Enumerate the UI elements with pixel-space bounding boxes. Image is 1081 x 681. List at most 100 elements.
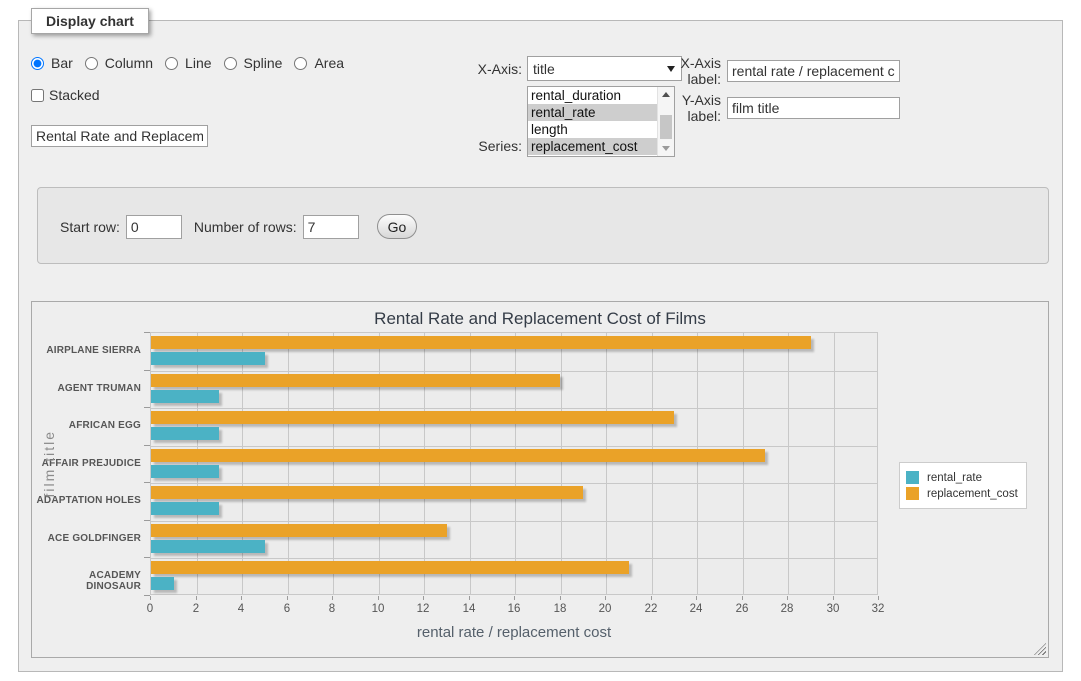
x-tick-label: 20 [598, 603, 612, 615]
x-tick-mark [378, 596, 379, 600]
x-tick-mark [150, 596, 151, 600]
y-axis-label-row: Y-Axis label: [647, 92, 900, 124]
legend-row: rental_rate [906, 471, 1018, 484]
chart-type-radio-area[interactable] [294, 56, 308, 70]
gridline [333, 333, 334, 594]
category-label: AIRPLANE SIERRA [46, 345, 141, 356]
legend-label: rental_rate [927, 471, 982, 484]
bar-replacement_cost [151, 449, 765, 462]
legend-swatch-icon [906, 487, 919, 500]
bar-rental_rate [151, 390, 219, 403]
gridline [151, 371, 877, 372]
bar-rental_rate [151, 540, 265, 553]
y-tick-mark [144, 407, 150, 408]
y-axis-title-text: film title [41, 429, 57, 498]
start-row-input[interactable] [125, 214, 182, 239]
category-label: AFRICAN EGG [68, 420, 141, 431]
chart-container: Rental Rate and Replacement Cost of Film… [31, 301, 1049, 658]
start-row-label: Start row: [60, 218, 120, 235]
x-tick-mark [605, 596, 606, 600]
bar-rental_rate [151, 427, 219, 440]
y-tick-mark [144, 332, 150, 333]
x-tick-mark [196, 596, 197, 600]
chart-type-radio-bar[interactable] [31, 56, 44, 70]
chart-title-input[interactable] [31, 125, 208, 147]
gridline [242, 333, 243, 594]
gridline [834, 333, 835, 594]
category-label: ACADEMY DINOSAUR [86, 570, 141, 592]
scrollbar-thumb[interactable] [660, 115, 672, 139]
chart-type-radio-column[interactable] [84, 56, 98, 70]
num-rows-input[interactable] [302, 214, 359, 239]
chart-type-radio-line[interactable] [165, 56, 179, 70]
bar-rental_rate [151, 352, 265, 365]
stacked-checkbox[interactable] [31, 88, 44, 102]
go-button[interactable]: Go [376, 214, 418, 239]
x-tick-label: 18 [553, 603, 567, 615]
x-axis-label-input[interactable] [727, 60, 900, 82]
category-label: AGENT TRUMAN [57, 383, 141, 394]
y-axis-label-input[interactable] [727, 97, 900, 119]
x-tick-mark [241, 596, 242, 600]
y-tick-mark [144, 482, 150, 483]
gridline [288, 333, 289, 594]
scroll-up-button[interactable] [658, 87, 674, 102]
x-tick-label: 16 [507, 603, 521, 615]
gridline [151, 558, 877, 559]
y-axis-label-field-label: Y-Axis label: [681, 92, 721, 124]
x-tick-mark [742, 596, 743, 600]
x-tick-label: 2 [192, 603, 200, 615]
x-tick-mark [833, 596, 834, 600]
bar-rental_rate [151, 465, 219, 478]
plot-area [150, 332, 878, 595]
bar-replacement_cost [151, 374, 560, 387]
rows-panel-controls: Start row: Number of rows: Go [60, 214, 418, 239]
x-tick-label: 6 [283, 603, 291, 615]
x-tick-mark [878, 596, 879, 600]
category-label: ADAPTATION HOLES [36, 495, 141, 506]
x-axis-select[interactable]: title [527, 56, 682, 81]
series-option-rental_rate[interactable]: rental_rate [528, 104, 657, 121]
x-tick-label: 24 [689, 603, 703, 615]
x-tick-label: 22 [644, 603, 658, 615]
y-tick-mark [144, 595, 150, 596]
series-option-rental_duration[interactable]: rental_duration [531, 88, 622, 103]
x-axis-select-value: title [533, 60, 555, 77]
series-scrollbar[interactable] [657, 87, 674, 156]
x-tick-label: 0 [146, 603, 154, 615]
gridline [379, 333, 380, 594]
x-axis-label: X-Axis: [477, 60, 522, 77]
x-tick-label: 28 [780, 603, 794, 615]
stacked-row: Stacked [31, 87, 100, 103]
bar-replacement_cost [151, 336, 811, 349]
arrow-up-icon [662, 92, 670, 97]
category-label: AFFAIR PREJUDICE [41, 458, 141, 469]
x-axis-row: X-Axis: title [399, 56, 682, 81]
y-tick-mark [144, 520, 150, 521]
chart-type-radio-group: Bar Column Line Spline Area [31, 55, 352, 71]
chart-type-label-area: Area [314, 55, 345, 71]
series-option-length[interactable]: length [531, 122, 568, 137]
gridline [470, 333, 471, 594]
x-tick-mark [651, 596, 652, 600]
bar-rental_rate [151, 577, 174, 590]
x-tick-mark [696, 596, 697, 600]
arrow-down-icon [662, 146, 670, 151]
gridline [561, 333, 562, 594]
series-option-replacement_cost[interactable]: replacement_cost [528, 138, 657, 155]
bar-replacement_cost [151, 411, 674, 424]
resize-handle-icon[interactable] [1034, 643, 1046, 655]
stacked-label: Stacked [49, 87, 100, 103]
bar-replacement_cost [151, 524, 447, 537]
gridline [606, 333, 607, 594]
series-listbox[interactable]: rental_duration rental_rate length replacem… [527, 86, 675, 157]
x-tick-mark [787, 596, 788, 600]
scroll-down-button[interactable] [658, 141, 674, 156]
x-tick-label: 32 [871, 603, 885, 615]
x-axis-label-field-label: X-Axis label: [680, 55, 721, 87]
category-label: ACE GOLDFINGER [47, 533, 141, 544]
chart-type-radio-spline[interactable] [223, 56, 237, 70]
x-tick-label: 4 [237, 603, 245, 615]
legend-label: replacement_cost [927, 487, 1018, 500]
